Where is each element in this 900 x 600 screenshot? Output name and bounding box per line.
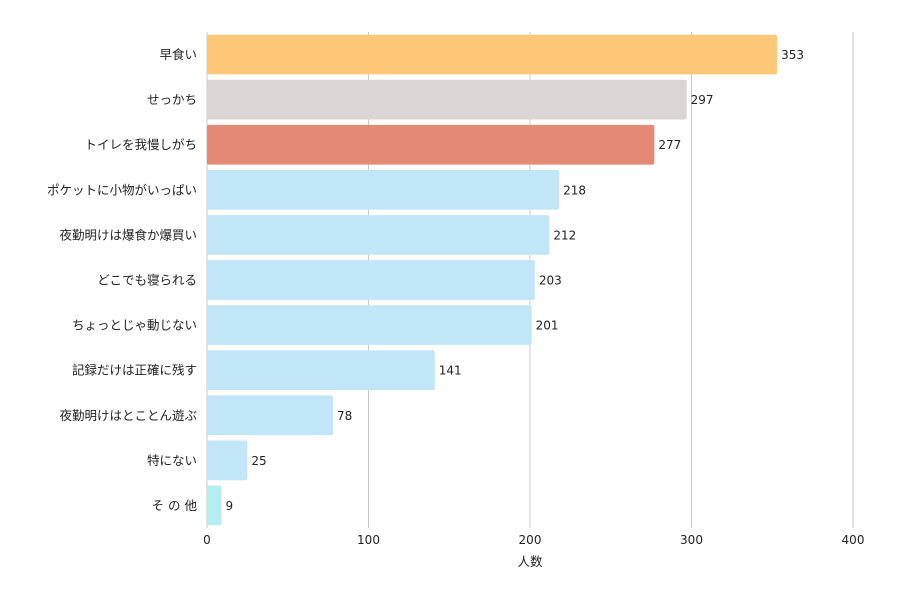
category-label: 早食い [159,47,197,62]
x-tick-label: 400 [842,533,865,547]
bar [207,215,550,255]
x-tick-label: 0 [203,533,211,547]
bar [207,485,222,526]
category-label: どこでも寝られる [97,273,197,288]
category-label: 記録だけは正確に残す [72,363,197,378]
data-label: 297 [691,93,714,107]
value-labels: 353 297 277 218 212 203 201 141 78 25 9 [226,48,804,513]
x-tick-label: 300 [680,533,703,547]
data-label: 212 [553,228,576,242]
bar [207,169,560,210]
bar [207,260,535,300]
data-label: 201 [536,319,559,333]
bar [207,305,532,345]
category-label: 夜勤明けは爆食か爆買い [59,227,197,242]
category-label: ちょっとじゃ動じない [72,318,197,333]
data-label: 78 [337,409,352,423]
category-label: ポケットに小物がいっぱい [47,182,197,197]
data-label: 141 [439,364,462,378]
bar [207,124,655,165]
data-label: 277 [658,138,681,152]
bar [207,440,248,481]
category-label: 夜勤明けはとことん遊ぶ [59,408,197,423]
data-label: 353 [781,48,804,62]
category-label: 特にない [147,453,197,468]
bar [207,79,687,120]
bars [207,34,778,526]
x-axis-title: 人数 [517,554,543,569]
category-labels: 早食いせっかちトイレを我慢しがちポケットに小物がいっぱい夜勤明けは爆食か爆買いど… [47,47,198,513]
category-label: トイレを我慢しがち [84,137,197,152]
x-tick-label: 200 [519,533,542,547]
bar [207,395,333,436]
bar [207,350,435,391]
x-tick-label: 100 [357,533,380,547]
data-label: 203 [539,274,562,288]
x-tick-labels: 0 100 200 300 400 [203,533,864,547]
data-label: 25 [251,454,266,468]
bar [207,34,778,75]
category-label: せっかち [147,92,197,107]
data-label: 9 [226,499,234,513]
category-label: そ の 他 [152,498,198,513]
data-label: 218 [563,183,586,197]
